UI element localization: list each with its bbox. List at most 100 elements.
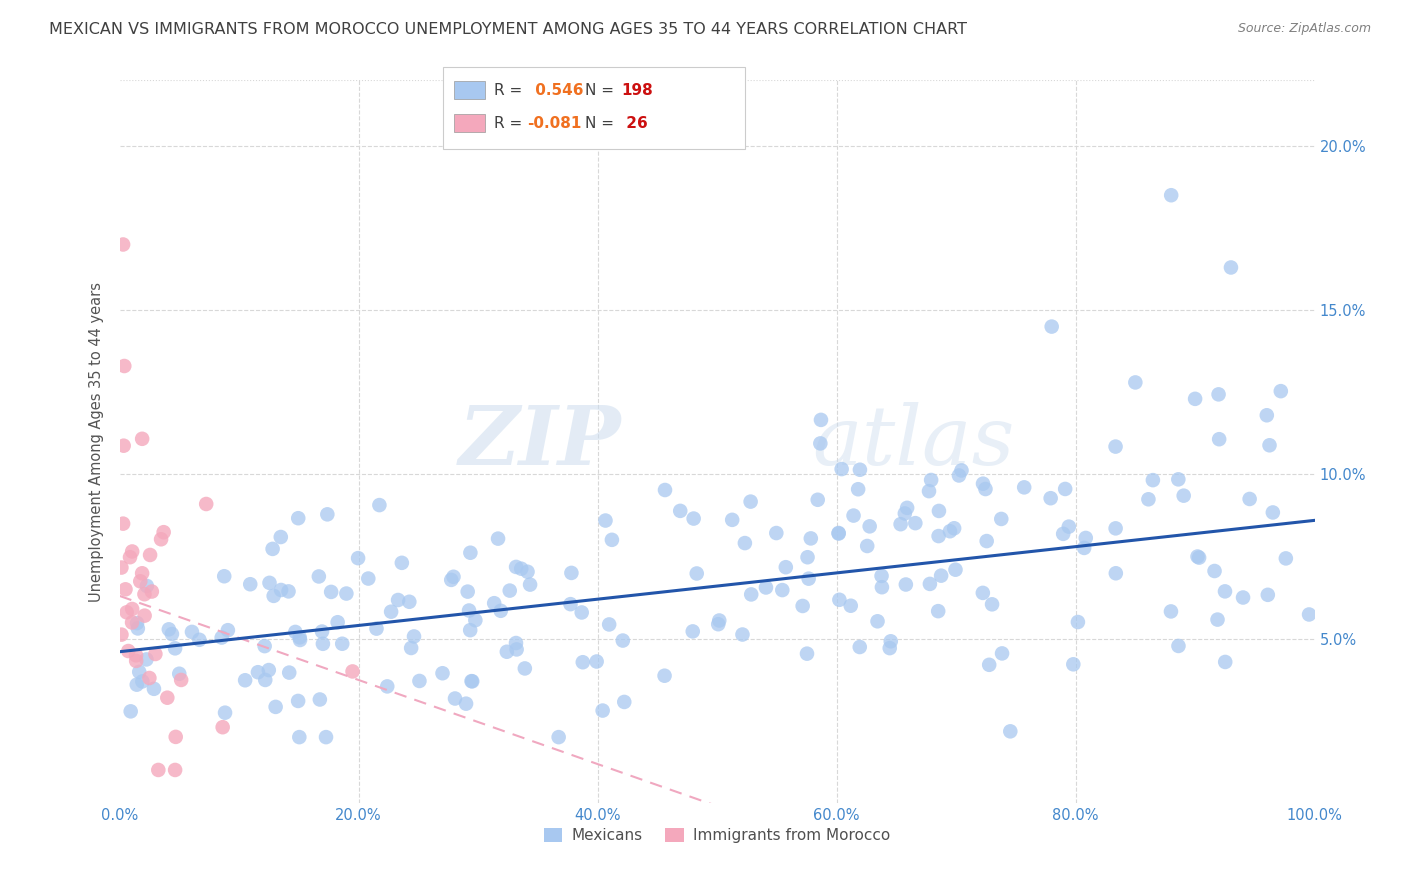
Point xyxy=(800,532,823,546)
Point xyxy=(592,704,614,718)
Point xyxy=(856,539,879,553)
Point xyxy=(170,673,193,687)
Point xyxy=(945,563,967,577)
Point xyxy=(217,623,239,637)
Point xyxy=(1054,482,1077,496)
Point xyxy=(368,498,391,512)
Point xyxy=(839,599,862,613)
Point xyxy=(808,436,831,450)
Point xyxy=(929,568,952,582)
Text: R =: R = xyxy=(494,83,527,97)
Point xyxy=(264,699,287,714)
Point xyxy=(894,507,917,521)
Point xyxy=(259,575,281,590)
Point xyxy=(277,584,299,599)
Point xyxy=(239,577,262,591)
Point xyxy=(432,666,454,681)
Point xyxy=(118,550,141,565)
Point xyxy=(121,615,143,630)
Point xyxy=(460,674,482,689)
Point xyxy=(347,551,370,566)
Point xyxy=(519,577,541,591)
Point xyxy=(443,570,465,584)
Point xyxy=(1160,188,1182,202)
Point xyxy=(321,585,343,599)
Point xyxy=(560,566,582,580)
Point xyxy=(121,602,143,616)
Point xyxy=(125,654,148,668)
Point xyxy=(257,663,280,677)
Point xyxy=(979,657,1001,672)
Point xyxy=(135,652,157,666)
Point xyxy=(135,579,157,593)
Point xyxy=(600,533,623,547)
Text: MEXICAN VS IMMIGRANTS FROM MOROCCO UNEMPLOYMENT AMONG AGES 35 TO 44 YEARS CORREL: MEXICAN VS IMMIGRANTS FROM MOROCCO UNEMP… xyxy=(49,22,967,37)
Text: R =: R = xyxy=(494,116,527,130)
Point xyxy=(138,671,160,685)
Point xyxy=(461,674,484,689)
Point xyxy=(928,504,950,518)
Point xyxy=(125,648,148,663)
Point xyxy=(974,482,997,496)
Point xyxy=(807,492,830,507)
Point xyxy=(131,674,153,689)
Point xyxy=(270,582,292,597)
Point xyxy=(387,593,409,607)
Point xyxy=(682,511,704,525)
Point xyxy=(150,533,173,547)
Point xyxy=(330,637,353,651)
Point xyxy=(1040,319,1063,334)
Point xyxy=(165,641,187,656)
Point xyxy=(254,673,277,687)
Point xyxy=(112,439,135,453)
Point xyxy=(134,608,156,623)
Point xyxy=(128,665,150,679)
Point xyxy=(516,565,538,579)
Point xyxy=(1173,489,1195,503)
Point xyxy=(870,569,893,583)
Point xyxy=(981,597,1004,611)
Point xyxy=(1275,551,1298,566)
Text: ZIP: ZIP xyxy=(458,401,621,482)
Point xyxy=(734,536,756,550)
Point xyxy=(1184,392,1206,406)
Point xyxy=(880,634,903,648)
Point xyxy=(1073,541,1095,555)
Point xyxy=(1232,591,1254,605)
Point xyxy=(571,655,593,669)
Point xyxy=(110,560,132,574)
Point xyxy=(1213,584,1236,599)
Point xyxy=(326,615,349,630)
Point xyxy=(1104,521,1126,535)
Point xyxy=(233,673,256,688)
Point xyxy=(796,647,818,661)
Point xyxy=(513,661,536,675)
Point xyxy=(1256,409,1278,423)
Point xyxy=(131,566,153,581)
Point xyxy=(972,586,994,600)
Point xyxy=(585,655,607,669)
Point xyxy=(598,617,620,632)
Point xyxy=(1261,506,1284,520)
Point xyxy=(142,681,165,696)
Point xyxy=(896,500,918,515)
Point xyxy=(181,624,204,639)
Point xyxy=(1188,550,1211,565)
Point xyxy=(1039,491,1062,506)
Point xyxy=(152,525,174,540)
Point xyxy=(115,605,138,619)
Point xyxy=(842,508,865,523)
Point xyxy=(765,526,787,541)
Point xyxy=(669,504,692,518)
Point xyxy=(1074,531,1097,545)
Point xyxy=(214,706,236,720)
Point xyxy=(112,516,135,531)
Point xyxy=(1220,260,1243,275)
Point xyxy=(125,616,148,631)
Point xyxy=(315,730,337,744)
Point xyxy=(976,534,998,549)
Point xyxy=(1125,376,1147,390)
Point xyxy=(263,589,285,603)
Y-axis label: Unemployment Among Ages 35 to 44 years: Unemployment Among Ages 35 to 44 years xyxy=(89,282,104,601)
Point xyxy=(188,632,211,647)
